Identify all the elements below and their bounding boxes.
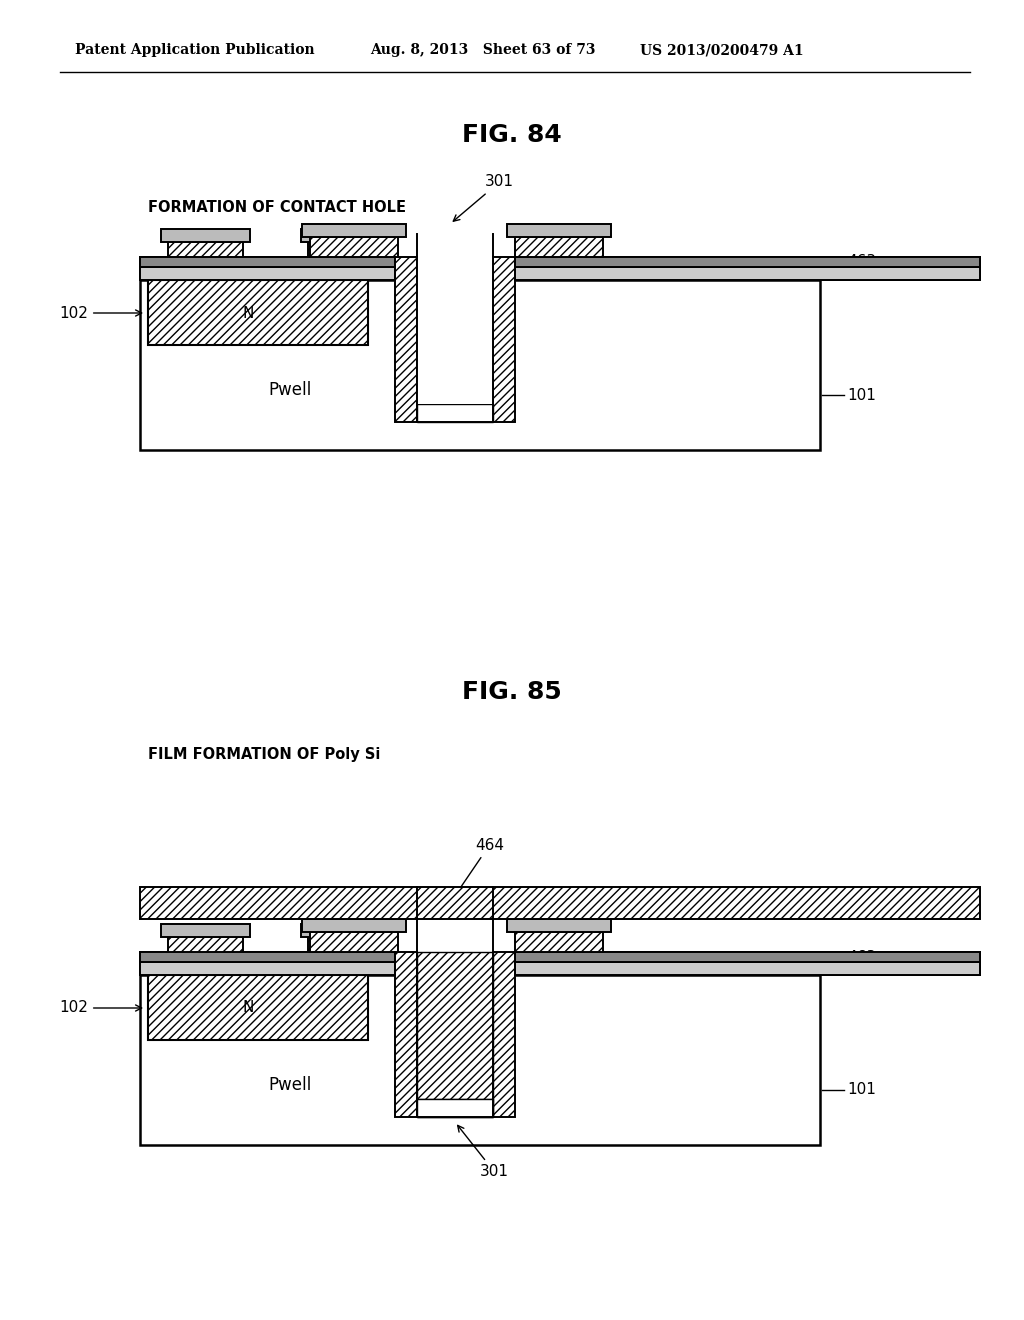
Bar	[302, 224, 406, 238]
Bar	[515, 962, 980, 975]
Text: Aug. 8, 2013   Sheet 63 of 73: Aug. 8, 2013 Sheet 63 of 73	[370, 44, 596, 57]
Bar	[308, 242, 383, 280]
Text: Patent Application Publication: Patent Application Publication	[75, 44, 314, 57]
Text: 102: 102	[59, 1001, 141, 1015]
Bar	[507, 224, 611, 238]
Bar	[148, 280, 368, 345]
Bar	[417, 1100, 493, 1117]
Bar	[507, 919, 611, 932]
Bar	[395, 952, 417, 1117]
Bar	[515, 257, 980, 267]
Text: 301: 301	[458, 1126, 509, 1180]
Bar	[302, 919, 406, 932]
Text: 463: 463	[847, 255, 877, 269]
Bar	[140, 952, 980, 962]
Bar	[515, 932, 603, 952]
Bar	[308, 937, 383, 975]
Bar	[140, 952, 395, 962]
Text: FIG. 84: FIG. 84	[462, 123, 562, 147]
Text: FIG. 85: FIG. 85	[462, 680, 562, 704]
Bar	[310, 932, 398, 952]
Bar	[140, 962, 980, 975]
Bar	[140, 887, 980, 919]
Bar	[161, 924, 250, 937]
Bar	[493, 952, 515, 1117]
Bar	[161, 228, 250, 242]
Text: FORMATION OF CONTACT HOLE: FORMATION OF CONTACT HOLE	[148, 201, 406, 215]
Text: 101: 101	[847, 1082, 876, 1097]
Text: 461: 461	[847, 267, 876, 281]
Text: 301: 301	[454, 174, 514, 222]
Bar	[515, 238, 603, 257]
Text: US 2013/0200479 A1: US 2013/0200479 A1	[640, 44, 804, 57]
Bar	[417, 1100, 493, 1117]
Bar	[417, 404, 493, 422]
Bar	[394, 255, 516, 282]
Text: Poly Si: Poly Si	[870, 896, 915, 909]
Text: N: N	[243, 1001, 254, 1015]
Text: 464: 464	[453, 837, 504, 899]
Bar	[140, 257, 980, 267]
Bar	[140, 962, 395, 975]
Text: FILM FORMATION OF Poly Si: FILM FORMATION OF Poly Si	[148, 747, 380, 763]
Text: Pwell: Pwell	[268, 1076, 311, 1094]
Bar	[301, 924, 390, 937]
Bar	[140, 267, 980, 280]
Bar	[417, 952, 493, 1100]
Bar	[148, 975, 368, 1040]
Bar	[394, 950, 516, 977]
Text: 461: 461	[847, 961, 876, 977]
Bar	[168, 242, 243, 280]
Text: 102: 102	[59, 305, 141, 321]
Bar	[515, 267, 980, 280]
Bar	[310, 238, 398, 257]
Bar	[140, 257, 395, 267]
Bar	[515, 952, 980, 962]
Bar	[417, 257, 493, 404]
Text: Pwell: Pwell	[268, 381, 311, 399]
Bar	[301, 228, 390, 242]
Text: 463: 463	[847, 949, 877, 965]
Bar	[140, 267, 395, 280]
Text: N: N	[243, 305, 254, 321]
Bar	[395, 257, 417, 422]
Bar	[168, 937, 243, 975]
Bar	[493, 257, 515, 422]
Bar	[140, 975, 820, 1144]
Bar	[140, 280, 820, 450]
Text: 101: 101	[847, 388, 876, 403]
